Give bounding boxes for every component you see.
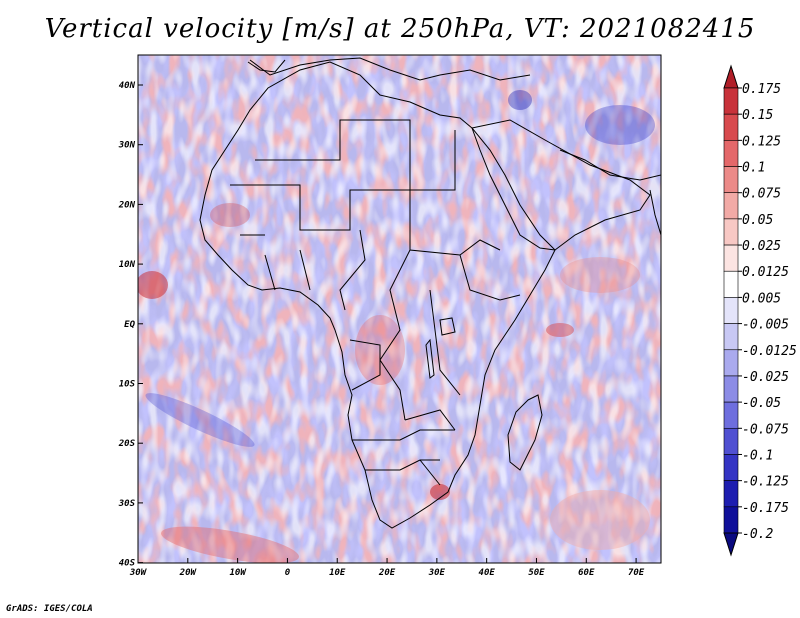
lon-label-0: 30W [129,568,148,578]
colorbar-box-5 [723,192,739,220]
lon-label-10: 70E [628,568,645,578]
mediterranean-north [249,57,531,81]
colorbar [723,64,742,557]
colorbar-box-4 [723,166,739,194]
colorbar-box-6 [723,218,739,246]
border [459,254,521,301]
lake-victoria [439,317,456,336]
colorbar-box-1 [723,87,739,115]
colorbar-box-3 [723,140,739,167]
lat-label-0: 40N [119,81,136,91]
colorbar-label-15: -0.125 [742,475,789,490]
lat-label-5: 10S [119,380,136,390]
border [379,249,411,421]
border [429,289,461,396]
iberia [247,59,286,73]
colorbar-label-11: -0.025 [742,370,789,385]
colorbar-box-13 [723,401,739,429]
iran-coast [559,149,661,181]
longitude-labels: 30W 20W 10W 0 10E 20E 30E 40E 50E 60E 70E [129,568,645,578]
lon-label-2: 10W [229,568,247,578]
latitude-labels: 40N 30N 20N 10N EQ 10S 20S 30S 40S [118,81,136,569]
colorbar-box-10 [723,323,739,351]
lon-label-6: 30E [428,568,446,578]
colorbar-labels: 0.175 0.15 0.125 0.1 0.075 0.05 0.025 0.0125 0.0… [742,82,797,542]
colorbar-box-8 [723,270,739,298]
colorbar-box-15 [723,454,739,481]
colorbar-box-17 [723,506,739,534]
map-frame [137,54,662,564]
lon-label-4: 10E [329,568,346,578]
lon-label-7: 40E [479,568,496,578]
lat-label-6: 20S [118,439,136,449]
border [404,409,456,486]
colorbar-label-9: -0.005 [742,318,789,333]
lon-label-9: 60E [578,568,595,578]
border [255,119,456,191]
lat-label-4: EQ [124,320,135,330]
colorbar-label-6: 0.025 [742,239,781,254]
lat-label-7: 30S [118,499,136,509]
madagascar [507,394,543,471]
colorbar-label-4: 0.075 [742,187,781,202]
colorbar-top-arrow [723,64,739,89]
border [352,429,455,441]
lon-label-1: 20W [179,568,198,578]
colorbar-label-12: -0.05 [742,396,781,411]
grads-credit: GrADS: IGES/COLA [6,604,93,614]
colorbar-box-16 [723,480,739,508]
colorbar-box-7 [723,244,739,272]
colorbar-label-1: 0.15 [742,108,773,123]
lat-label-2: 20N [118,200,136,210]
border [349,339,381,391]
lon-label-5: 20E [378,568,396,578]
colorbar-label-16: -0.175 [742,501,789,516]
colorbar-label-17: -0.2 [742,527,773,542]
arabia [471,119,651,251]
india-coast [649,189,661,236]
vertical-velocity-field [138,55,661,563]
colorbar-label-5: 0.05 [742,213,773,228]
colorbar-label-7: 0.0125 [742,265,789,280]
border [240,234,311,291]
lon-label-8: 50E [528,568,545,578]
lat-label-1: 30N [118,141,136,151]
colorbar-box-14 [723,427,739,455]
colorbar-label-3: 0.1 [742,161,765,176]
border [339,229,366,311]
lake-tanganyika [425,338,435,379]
map-title: Vertical velocity [m/s] at 250hPa, VT: 2… [44,14,756,44]
colorbar-box-12 [723,375,739,403]
lat-label-8: 40S [119,559,136,569]
colorbar-box-9 [723,297,739,324]
colorbar-label-8: 0.005 [742,291,781,306]
border [365,459,440,471]
africa-coastline [199,61,556,529]
colorbar-bottom-arrow [723,532,739,557]
colorbar-label-10: -0.0125 [742,344,797,359]
lon-label-3: 0 [285,568,291,578]
border [230,184,410,231]
colorbar-label-2: 0.125 [742,134,781,149]
colorbar-box-11 [723,349,739,377]
lat-label-3: 10N [119,260,136,270]
colorbar-label-13: -0.075 [742,422,789,437]
colorbar-label-14: -0.1 [742,448,773,463]
colorbar-box-2 [723,113,739,141]
coastlines-and-borders [199,57,661,529]
colorbar-label-0: 0.175 [742,82,781,97]
